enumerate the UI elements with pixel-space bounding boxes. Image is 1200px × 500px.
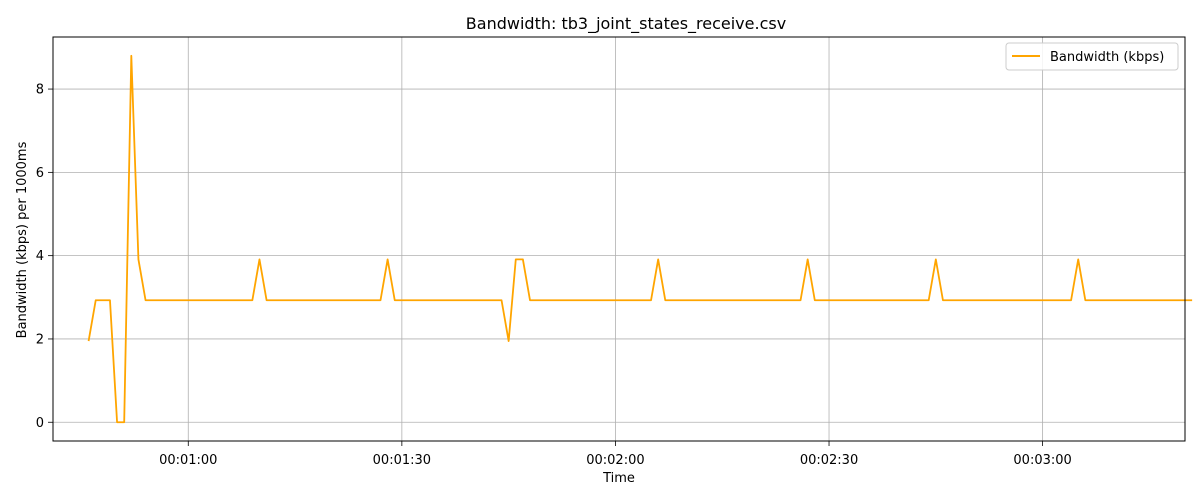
legend: Bandwidth (kbps) xyxy=(1005,42,1179,71)
chart-title: Bandwidth: tb3_joint_states_receive.csv xyxy=(466,14,786,34)
legend-label: Bandwidth (kbps) xyxy=(1050,50,1164,65)
x-tick-label: 00:02:00 xyxy=(586,453,644,468)
plot-area xyxy=(87,54,1193,424)
y-tick-label: 8 xyxy=(36,83,44,98)
x-axis-label: Time xyxy=(602,471,635,486)
y-axis: 0 2 4 6 8 xyxy=(36,83,53,431)
y-axis-label: Bandwidth (kbps) per 1000ms xyxy=(15,141,30,338)
y-tick-label: 4 xyxy=(36,249,44,264)
y-tick-label: 0 xyxy=(36,416,44,431)
x-tick-label: 00:01:00 xyxy=(159,453,217,468)
series-line-bandwidth xyxy=(87,54,1193,424)
axes-frame xyxy=(52,36,1186,442)
x-axis: 00:01:00 00:01:30 00:02:00 00:02:30 00:03:00 xyxy=(159,441,1072,468)
y-tick-label: 2 xyxy=(36,332,44,347)
x-tick-label: 00:02:30 xyxy=(800,453,858,468)
y-tick-label: 6 xyxy=(36,166,44,181)
grid xyxy=(53,37,1185,441)
x-tick-label: 00:03:00 xyxy=(1013,453,1071,468)
x-tick-label: 00:01:30 xyxy=(373,453,431,468)
legend-box xyxy=(1005,42,1179,71)
